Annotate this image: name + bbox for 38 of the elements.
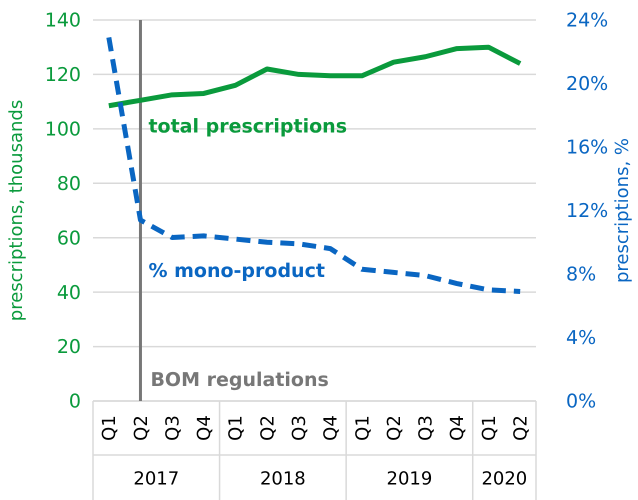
text: 2018 xyxy=(260,468,306,490)
y2-tick-label: 12% xyxy=(566,200,608,222)
x-tick-label: Q1 xyxy=(478,415,500,441)
x-tick-label: Q4 xyxy=(447,415,468,441)
x-tick-label: Q2 xyxy=(130,415,152,441)
y-tick-label: 140 xyxy=(44,10,81,32)
y-tick-label: 20 xyxy=(56,336,81,358)
x-tick-label: Q1 xyxy=(99,415,120,441)
x-tick-label: Q3 xyxy=(288,415,310,441)
ref-line-label: BOM regulations xyxy=(150,369,329,391)
x-tick-label: Q1 xyxy=(226,415,247,441)
y-axis-title: prescriptions, thousands xyxy=(6,100,27,322)
text: 2019 xyxy=(386,468,432,490)
y-tick-label: 120 xyxy=(44,64,81,86)
y2-tick-label: 4% xyxy=(566,327,596,350)
text: 2017 xyxy=(133,468,180,490)
y2-tick-label: 16% xyxy=(566,136,608,159)
y2-tick-label: 0% xyxy=(566,390,596,413)
x-tick-label: Q2 xyxy=(384,415,405,441)
y-tick-label: 40 xyxy=(56,282,81,304)
x-tick-label: Q4 xyxy=(320,415,342,441)
x-tick-label: Q2 xyxy=(257,415,278,441)
x-tick-label: Q3 xyxy=(162,415,184,441)
y2-tick-label: 20% xyxy=(566,73,608,96)
y2-tick-label: 8% xyxy=(566,264,596,286)
x-tick-label: Q2 xyxy=(510,415,532,441)
x-tick-label: Q4 xyxy=(194,415,216,441)
y-tick-label: 80 xyxy=(56,172,81,195)
series-label: % mono-product xyxy=(148,260,325,282)
series-label: total prescriptions xyxy=(148,115,348,138)
y2-tick-label: 24% xyxy=(566,10,608,32)
x-tick-label: Q1 xyxy=(352,415,374,441)
x-tick-label: Q3 xyxy=(416,415,437,441)
y-tick-label: 60 xyxy=(56,227,81,250)
y-tick-label: 0 xyxy=(68,390,81,413)
y-tick-label: 100 xyxy=(44,118,81,141)
y2-axis-title: prescriptions, % xyxy=(612,138,633,284)
text: 2020 xyxy=(481,468,528,490)
